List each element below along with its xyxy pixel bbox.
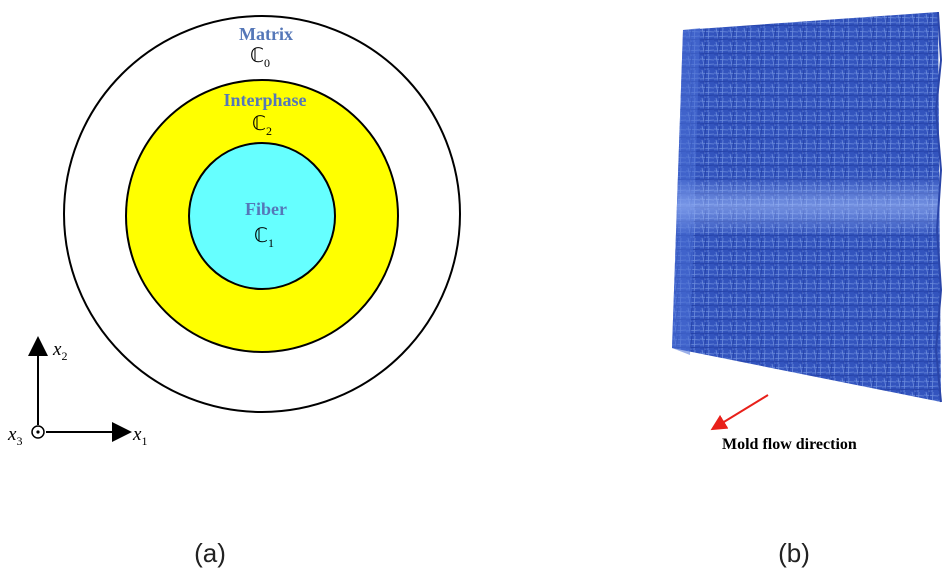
x3-axis-label: x3 [7, 424, 22, 448]
panel-b-caption: (b) [778, 538, 810, 568]
panel-a-caption: (a) [194, 538, 226, 568]
fiber-tensor-label: ℂ1 [254, 225, 274, 250]
x2-axis-label: x2 [52, 339, 67, 363]
matrix-tensor-label: ℂ0 [250, 45, 270, 70]
specimen-band [676, 176, 940, 236]
coordinate-axes: x2 x1 x3 [7, 336, 147, 448]
interphase-tensor-label: ℂ2 [252, 113, 272, 138]
fiber-label: Fiber [245, 199, 287, 219]
x1-axis-label: x1 [132, 424, 147, 448]
fiber-region [188, 142, 336, 290]
panel-b: Mold flow direction (b) [672, 11, 943, 568]
x3-dot-icon [36, 430, 40, 434]
mold-flow-arrow [710, 394, 769, 431]
interphase-label: Interphase [223, 90, 306, 110]
specimen-edge [934, 11, 943, 403]
mold-flow-label: Mold flow direction [722, 436, 857, 453]
panel-a: Matrix ℂ0 Interphase ℂ2 Fiber ℂ1 x2 x1 x… [7, 15, 461, 568]
matrix-label: Matrix [239, 24, 293, 44]
